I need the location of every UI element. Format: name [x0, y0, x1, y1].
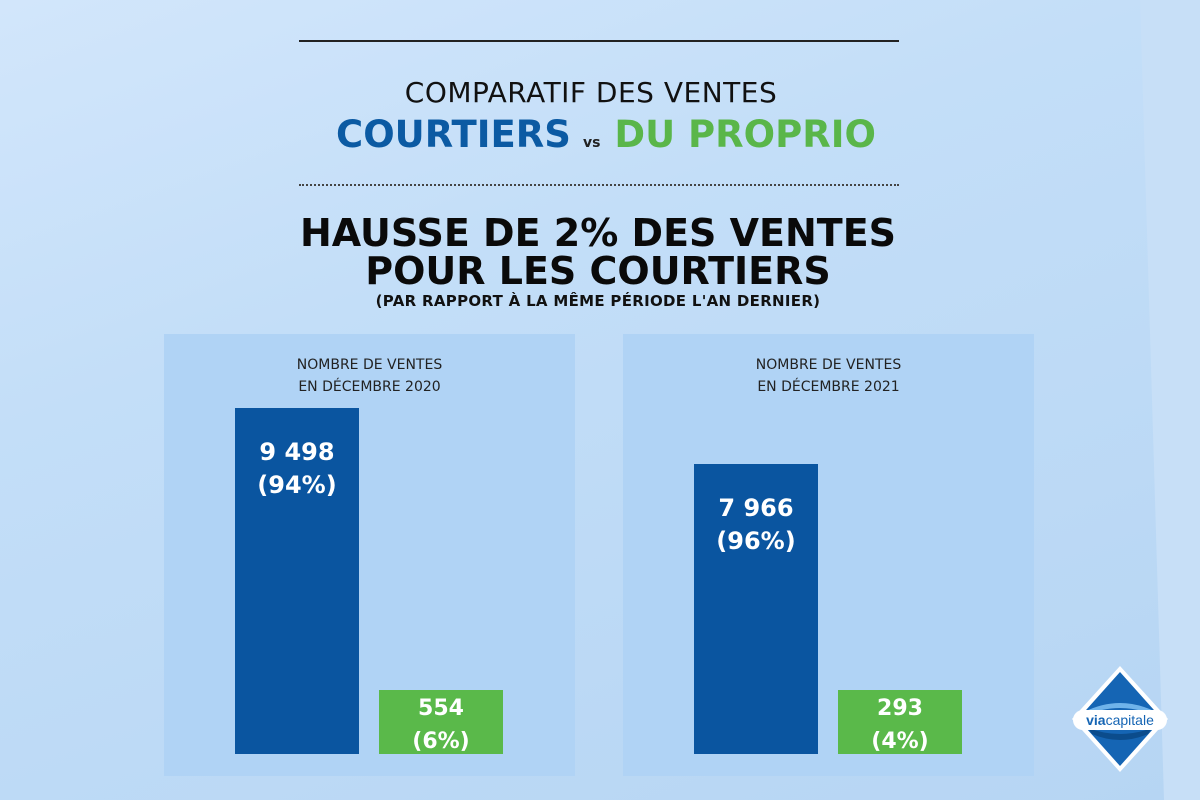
bar-value-label: 9 498 — [259, 438, 335, 466]
subheadline: (PAR RAPPORT À LA MÊME PÉRIODE L'AN DERN… — [375, 292, 821, 310]
dotted-divider — [299, 184, 899, 186]
bar-proprio: 293 (4%) — [838, 690, 962, 754]
title-line1: COMPARATIF DES VENTES — [404, 76, 778, 109]
logo-text-capitale: capitale — [1106, 712, 1154, 728]
chart-title-line1: NOMBRE DE VENTES — [755, 357, 902, 373]
title-vs: vs — [582, 135, 601, 151]
bar-percent-label: (94%) — [257, 471, 337, 499]
svg-text:viacapitale: viacapitale — [1086, 712, 1154, 728]
chart-panel-2020: NOMBRE DE VENTES EN DÉCEMBRE 2020 9 498 … — [164, 334, 575, 776]
title-proprio: DU PROPRIO — [614, 113, 876, 156]
chart-title-line2: EN DÉCEMBRE 2021 — [757, 379, 900, 395]
bar-courtiers: 9 498 (94%) — [235, 408, 359, 754]
bar-percent-label: (6%) — [412, 729, 470, 754]
bar-percent-label: (96%) — [716, 527, 796, 555]
chart-panel-2021: NOMBRE DE VENTES EN DÉCEMBRE 2021 7 966 … — [623, 334, 1034, 776]
bar-value-label: 293 — [877, 696, 923, 721]
title-line2: COURTIERS vs DU PROPRIO — [0, 113, 1200, 156]
chart-title-line2: EN DÉCEMBRE 2020 — [298, 379, 441, 395]
headline: HAUSSE DE 2% DES VENTES POUR LES COURTIE… — [0, 214, 1196, 290]
chart-title-line1: NOMBRE DE VENTES — [296, 357, 443, 373]
logo-text-via: via — [1086, 712, 1106, 728]
bar-proprio: 554 (6%) — [379, 690, 503, 754]
chart-title: NOMBRE DE VENTES EN DÉCEMBRE 2021 — [623, 354, 1034, 398]
top-divider — [299, 40, 899, 42]
bar-value-label: 7 966 — [718, 494, 794, 522]
logo-pill — [1073, 710, 1167, 730]
bar-value-label: 554 — [418, 696, 464, 721]
headline-line1: HAUSSE DE 2% DES VENTES — [299, 211, 897, 255]
viacapitale-logo-icon: viacapitale — [1072, 666, 1168, 772]
title-courtiers: COURTIERS — [336, 113, 571, 156]
bar-courtiers: 7 966 (96%) — [694, 464, 818, 754]
headline-line2: POUR LES COURTIERS — [365, 249, 831, 293]
chart-title: NOMBRE DE VENTES EN DÉCEMBRE 2020 — [164, 354, 575, 398]
bar-percent-label: (4%) — [871, 729, 929, 754]
